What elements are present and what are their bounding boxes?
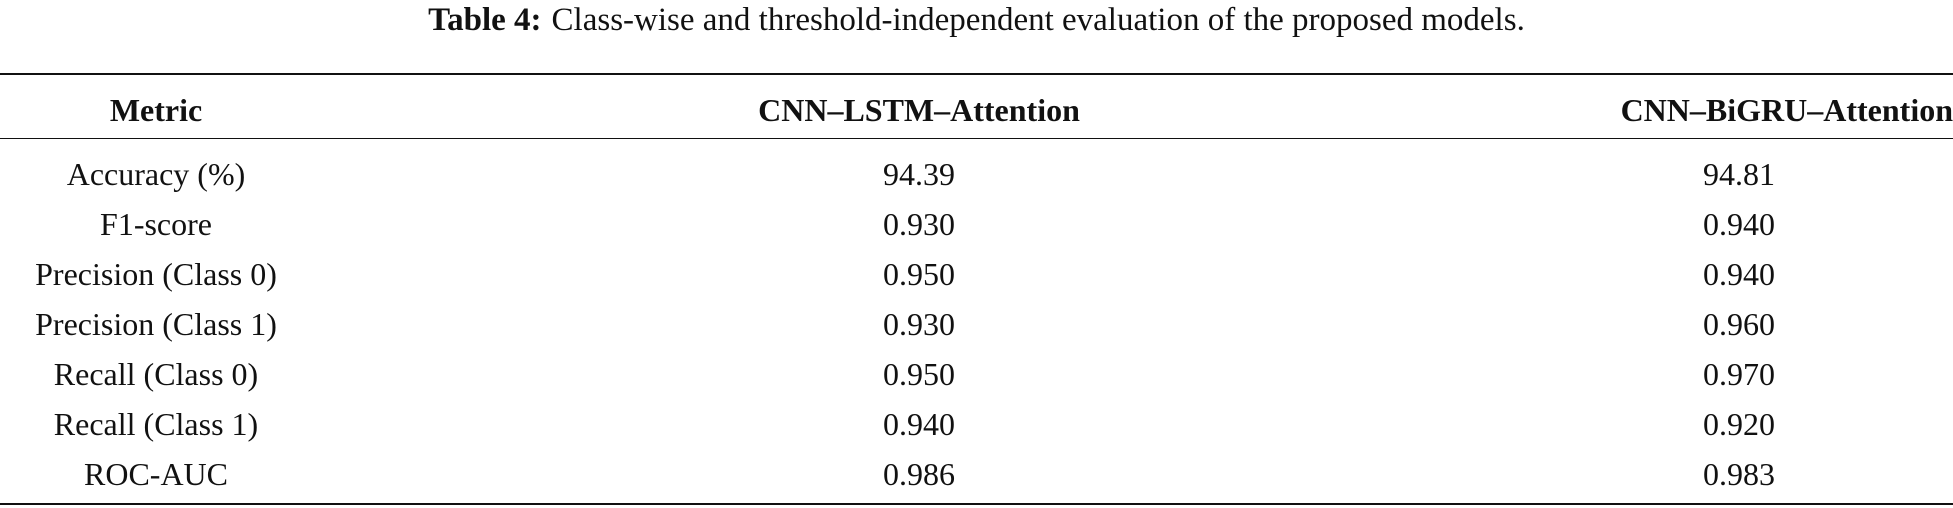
table-cell: 0.960: [1703, 306, 1775, 342]
table-cell: 0.940: [1703, 256, 1775, 292]
caption-text: Class-wise and threshold-independent eva…: [551, 2, 1525, 38]
bottom-rule: [0, 503, 1953, 505]
top-rule: [0, 73, 1953, 75]
table-cell: 0.986: [883, 456, 955, 492]
caption-label: Table 4:: [428, 2, 542, 38]
caption: Table 4: Class-wise and threshold-indepen…: [0, 0, 1953, 40]
table-cell: 0.950: [883, 256, 955, 292]
column-header: CNN–BiGRU–Attention: [1620, 92, 1953, 128]
table-cell: 0.950: [883, 356, 955, 392]
row-label: Recall (Class 0): [53, 356, 259, 392]
table-cell: 0.983: [1703, 456, 1775, 492]
table-cell: 94.39: [883, 156, 955, 192]
row-label: Recall (Class 1): [53, 406, 259, 442]
table-cell: 0.930: [883, 206, 955, 242]
table-cell: 0.970: [1703, 356, 1775, 392]
table-cell: 0.920: [1703, 406, 1775, 442]
table-cell: 0.930: [883, 306, 955, 342]
row-label: F1-score: [100, 206, 212, 242]
row-label: Precision (Class 0): [35, 256, 277, 292]
table-cell: 0.940: [883, 406, 955, 442]
header-rule: [0, 138, 1953, 139]
row-label: Accuracy (%): [66, 156, 246, 192]
column-header: Metric: [109, 92, 203, 128]
row-label: ROC-AUC: [83, 456, 229, 492]
table-cell: 94.81: [1703, 156, 1775, 192]
row-label: Precision (Class 1): [35, 306, 277, 342]
table-cell: 0.940: [1703, 206, 1775, 242]
column-header: CNN–LSTM–Attention: [758, 92, 1080, 128]
